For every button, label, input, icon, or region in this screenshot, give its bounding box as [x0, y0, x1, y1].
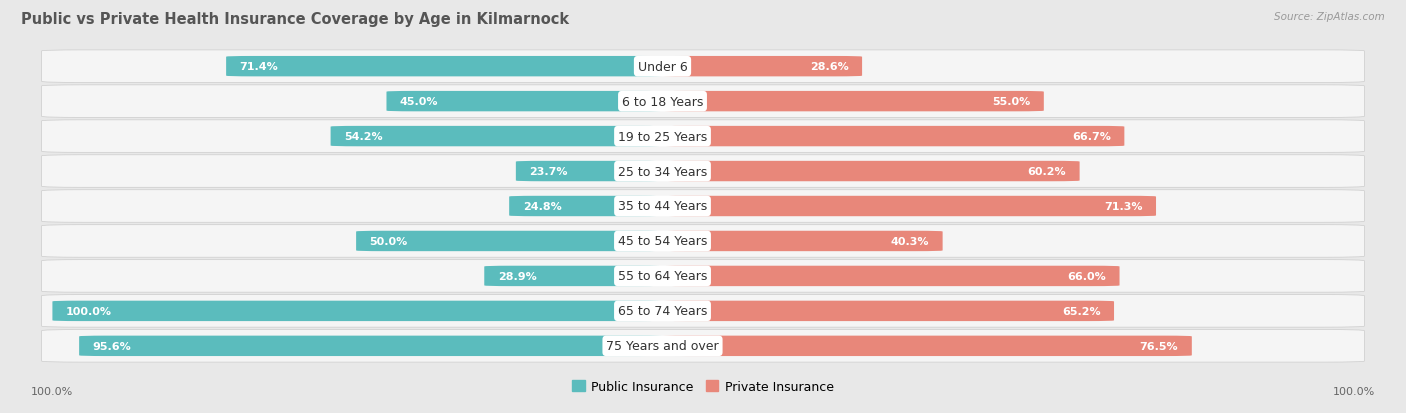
Text: 50.0%: 50.0%: [370, 236, 408, 247]
Text: 71.3%: 71.3%: [1104, 202, 1143, 211]
Text: 55.0%: 55.0%: [993, 97, 1031, 107]
Text: Public vs Private Health Insurance Coverage by Age in Kilmarnock: Public vs Private Health Insurance Cover…: [21, 12, 569, 27]
FancyBboxPatch shape: [659, 92, 1043, 112]
Text: 100.0%: 100.0%: [66, 306, 112, 316]
Text: 45.0%: 45.0%: [399, 97, 439, 107]
FancyBboxPatch shape: [516, 161, 665, 182]
Text: 75 Years and over: 75 Years and over: [606, 339, 718, 352]
FancyBboxPatch shape: [42, 85, 1364, 118]
Text: Under 6: Under 6: [638, 61, 688, 74]
Text: 40.3%: 40.3%: [890, 236, 929, 247]
FancyBboxPatch shape: [42, 51, 1364, 83]
FancyBboxPatch shape: [659, 336, 1192, 356]
Text: 76.5%: 76.5%: [1140, 341, 1178, 351]
FancyBboxPatch shape: [42, 330, 1364, 362]
Text: 66.7%: 66.7%: [1071, 132, 1111, 142]
FancyBboxPatch shape: [79, 336, 665, 356]
FancyBboxPatch shape: [387, 92, 665, 112]
Text: 100.0%: 100.0%: [31, 387, 73, 396]
FancyBboxPatch shape: [484, 266, 665, 287]
Text: Source: ZipAtlas.com: Source: ZipAtlas.com: [1274, 12, 1385, 22]
Text: 6 to 18 Years: 6 to 18 Years: [621, 95, 703, 108]
Text: 25 to 34 Years: 25 to 34 Years: [617, 165, 707, 178]
FancyBboxPatch shape: [42, 295, 1364, 328]
FancyBboxPatch shape: [659, 161, 1080, 182]
FancyBboxPatch shape: [42, 225, 1364, 258]
FancyBboxPatch shape: [42, 190, 1364, 223]
FancyBboxPatch shape: [356, 231, 665, 252]
FancyBboxPatch shape: [509, 196, 665, 217]
FancyBboxPatch shape: [42, 260, 1364, 292]
FancyBboxPatch shape: [659, 231, 942, 252]
Text: 24.8%: 24.8%: [523, 202, 561, 211]
Text: 28.6%: 28.6%: [810, 62, 849, 72]
Text: 55 to 64 Years: 55 to 64 Years: [617, 270, 707, 283]
Text: 60.2%: 60.2%: [1028, 166, 1066, 177]
FancyBboxPatch shape: [659, 57, 862, 77]
FancyBboxPatch shape: [659, 301, 1114, 321]
FancyBboxPatch shape: [42, 121, 1364, 153]
Text: 65.2%: 65.2%: [1062, 306, 1101, 316]
Text: 95.6%: 95.6%: [93, 341, 131, 351]
Text: 65 to 74 Years: 65 to 74 Years: [617, 305, 707, 318]
FancyBboxPatch shape: [659, 196, 1156, 217]
Text: 71.4%: 71.4%: [239, 62, 278, 72]
FancyBboxPatch shape: [226, 57, 665, 77]
Text: 28.9%: 28.9%: [498, 271, 537, 281]
Text: 66.0%: 66.0%: [1067, 271, 1107, 281]
Text: 45 to 54 Years: 45 to 54 Years: [617, 235, 707, 248]
FancyBboxPatch shape: [330, 126, 665, 147]
Text: 54.2%: 54.2%: [344, 132, 382, 142]
Text: 35 to 44 Years: 35 to 44 Years: [617, 200, 707, 213]
FancyBboxPatch shape: [52, 301, 665, 321]
FancyBboxPatch shape: [659, 266, 1119, 287]
FancyBboxPatch shape: [42, 155, 1364, 188]
Text: 23.7%: 23.7%: [529, 166, 568, 177]
Text: 100.0%: 100.0%: [1333, 387, 1375, 396]
Text: 19 to 25 Years: 19 to 25 Years: [617, 130, 707, 143]
FancyBboxPatch shape: [659, 126, 1125, 147]
Legend: Public Insurance, Private Insurance: Public Insurance, Private Insurance: [567, 375, 839, 398]
